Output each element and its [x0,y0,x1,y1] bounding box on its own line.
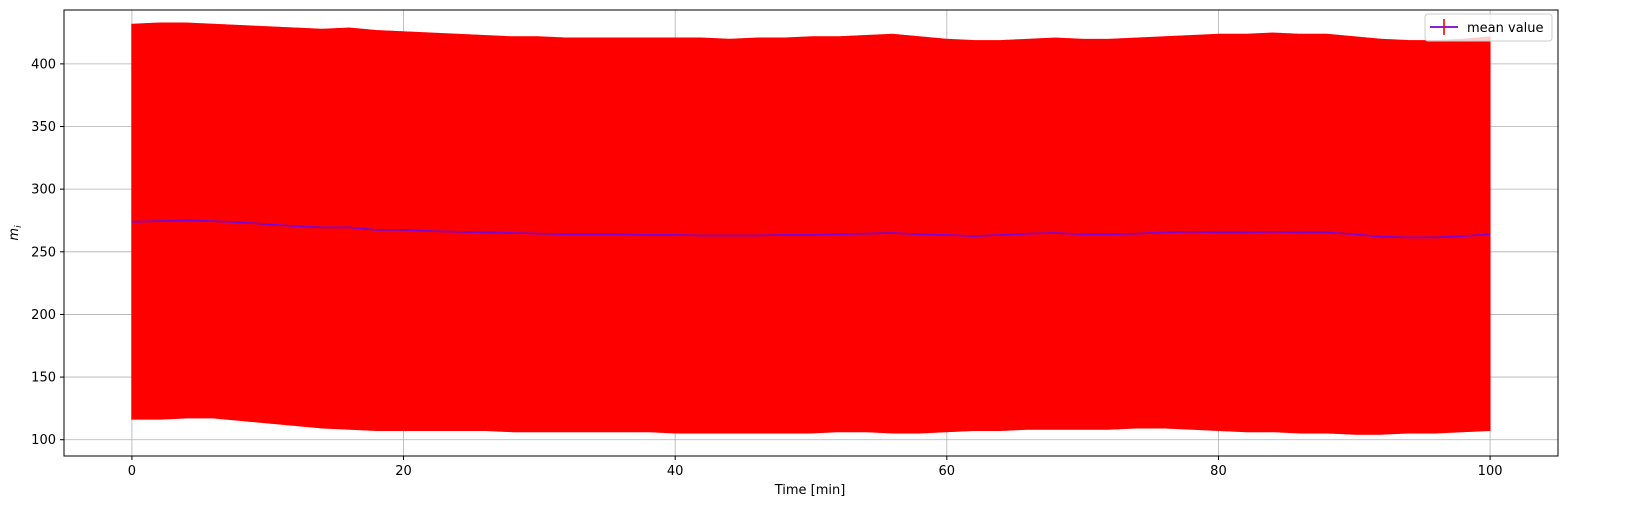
plot-area [63,9,1559,457]
y-tick-label: 200 [31,308,56,323]
y-tick-label: 350 [31,120,56,135]
legend-label: mean value [1467,21,1544,36]
x-axis-label: Time [min] [774,483,846,498]
x-tick-label: 80 [1210,464,1227,479]
mean-line-layer [131,219,1491,239]
error-band [131,22,1491,435]
y-axis-label-subscript: i [14,225,24,228]
x-tick-label: 100 [1478,464,1503,479]
y-tick-label: 400 [31,57,56,72]
y-tick-label: 150 [31,371,56,386]
y-tick-label: 300 [31,183,56,198]
x-tick-label: 0 [128,464,136,479]
legend: mean value [1424,13,1553,42]
axis-ticks: 0 20 40 60 80 100 100 150 200 250 300 350 400 [31,57,1502,479]
mean-value-line [131,219,1491,239]
x-tick-label: 40 [667,464,684,479]
x-tick-label: 20 [395,464,412,479]
y-axis-label-base: m [7,228,22,241]
y-axis-label: mi [7,225,24,241]
y-tick-label: 100 [31,433,56,448]
y-tick-label: 250 [31,245,56,260]
legend-box [1424,13,1553,42]
x-tick-label: 60 [939,464,956,479]
